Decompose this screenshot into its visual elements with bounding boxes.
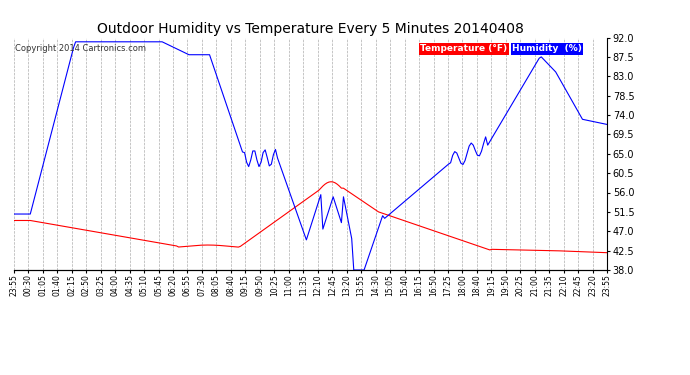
Text: Copyright 2014 Cartronics.com: Copyright 2014 Cartronics.com xyxy=(15,45,146,54)
Text: Temperature (°F): Temperature (°F) xyxy=(420,45,507,54)
Title: Outdoor Humidity vs Temperature Every 5 Minutes 20140408: Outdoor Humidity vs Temperature Every 5 … xyxy=(97,22,524,36)
Text: Humidity  (%): Humidity (%) xyxy=(512,45,582,54)
